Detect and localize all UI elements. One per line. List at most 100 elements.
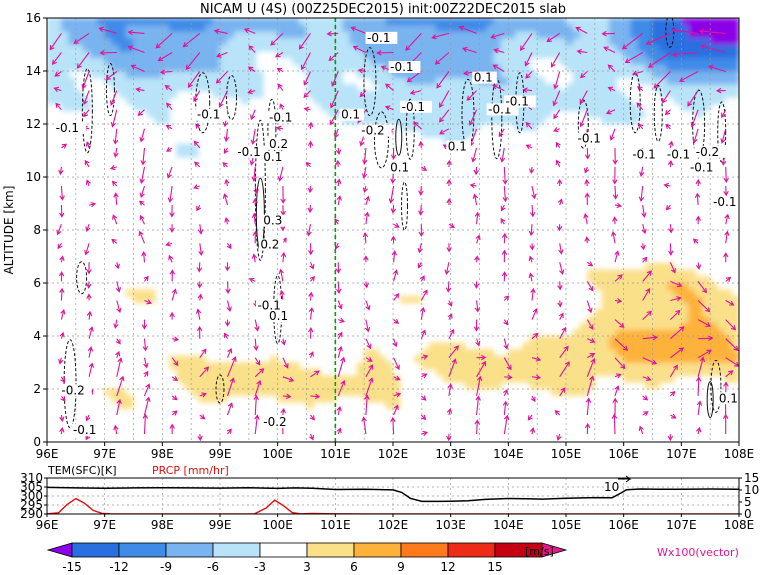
wind-vector	[725, 276, 732, 282]
shade-cell	[666, 375, 675, 383]
shade-cell	[522, 342, 531, 350]
shade-cell	[212, 375, 221, 383]
shade-cell	[335, 64, 343, 72]
shade-cell	[133, 90, 142, 98]
shade-cell	[450, 83, 459, 92]
shade-cell	[356, 368, 365, 377]
shade-cell	[219, 375, 228, 383]
shade-cell	[601, 24, 610, 32]
shade-cell	[450, 18, 459, 25]
shade-cell	[68, 103, 77, 112]
shade-cell	[241, 37, 250, 45]
shade-cell	[342, 90, 351, 98]
shade-cell	[140, 24, 149, 32]
shade-cell	[190, 375, 199, 383]
wind-vector	[143, 357, 149, 369]
shade-cell	[68, 30, 77, 39]
shade-cell	[428, 97, 437, 105]
shade-cell	[702, 70, 711, 78]
shade-cell	[457, 375, 466, 383]
shade-cell	[652, 282, 661, 290]
shade-cell	[493, 362, 502, 370]
wind-vector	[724, 213, 730, 225]
shade-cell	[565, 90, 574, 98]
shade-cell	[147, 103, 156, 112]
shade-cell	[695, 97, 704, 105]
wind-vector	[99, 50, 117, 56]
shade-cell	[479, 64, 488, 72]
wind-vector	[254, 368, 265, 378]
shade-cell	[234, 37, 242, 45]
shade-cell	[234, 70, 242, 78]
shade-cell	[515, 50, 524, 59]
shade-cell	[572, 30, 581, 39]
shade-cell	[666, 30, 675, 39]
contour-label: -0.2	[696, 145, 719, 159]
shade-cell	[47, 30, 55, 39]
shade-cell	[450, 64, 459, 72]
shade-cell	[414, 24, 423, 32]
contour-label: 0.3	[263, 214, 282, 228]
wind-vector	[84, 159, 90, 168]
shade-cell	[68, 90, 77, 98]
shade-cell	[702, 335, 711, 343]
wind-vector	[697, 281, 707, 294]
shade-cell	[594, 18, 603, 25]
shade-cell	[111, 37, 120, 45]
shade-cell	[724, 18, 733, 25]
shade-cell	[61, 90, 69, 98]
shade-cell	[176, 143, 185, 151]
x-tick-label: 105E	[551, 447, 582, 461]
shade-cell	[659, 64, 668, 72]
shade-cell	[479, 348, 488, 357]
shade-cell	[371, 44, 379, 52]
wind-vector	[329, 90, 339, 109]
wind-vector	[621, 32, 644, 50]
shade-cell	[306, 77, 315, 85]
shade-cell	[608, 362, 617, 370]
shade-cell	[652, 348, 661, 357]
shade-cell	[147, 30, 156, 39]
shade-cell	[608, 342, 617, 350]
colorbar-segment	[118, 542, 167, 558]
shade-cell	[212, 368, 221, 377]
shade-cell	[652, 335, 661, 343]
wind-vector	[642, 357, 658, 365]
shade-cell	[378, 90, 387, 98]
wind-vector	[502, 166, 508, 185]
shade-cell	[508, 375, 516, 383]
shade-cell	[544, 335, 552, 343]
wind-vector	[642, 310, 652, 320]
shade-cell	[522, 117, 531, 125]
shade-cell	[594, 368, 603, 377]
shade-cell	[414, 90, 423, 98]
shade-cell	[198, 362, 206, 370]
shade-cell	[356, 362, 365, 370]
shade-cell	[637, 276, 646, 284]
shade-cell	[508, 18, 516, 25]
wind-vector	[58, 271, 65, 282]
wind-vector	[113, 319, 119, 329]
shade-cell	[118, 401, 127, 410]
shade-cell	[637, 309, 646, 317]
wind-vector	[638, 123, 644, 130]
wind-vector	[59, 427, 65, 435]
shade-cell	[479, 103, 488, 112]
shade-cell	[140, 77, 149, 85]
wind-vector	[584, 422, 591, 435]
shade-cell	[385, 395, 394, 403]
shade-cell	[673, 269, 682, 277]
shade-cell	[493, 382, 502, 390]
shade-cell	[522, 368, 531, 377]
shade-cell	[212, 30, 221, 39]
shade-cell	[580, 57, 588, 65]
shade-cell	[270, 37, 278, 45]
shade-cell	[594, 44, 603, 52]
wind-vector	[447, 383, 453, 396]
shade-cell	[118, 64, 127, 72]
shade-cell	[565, 355, 574, 363]
shade-cell	[162, 30, 170, 39]
shade-cell	[536, 375, 545, 383]
shade-cell	[205, 24, 214, 32]
shade-cell	[349, 37, 358, 45]
